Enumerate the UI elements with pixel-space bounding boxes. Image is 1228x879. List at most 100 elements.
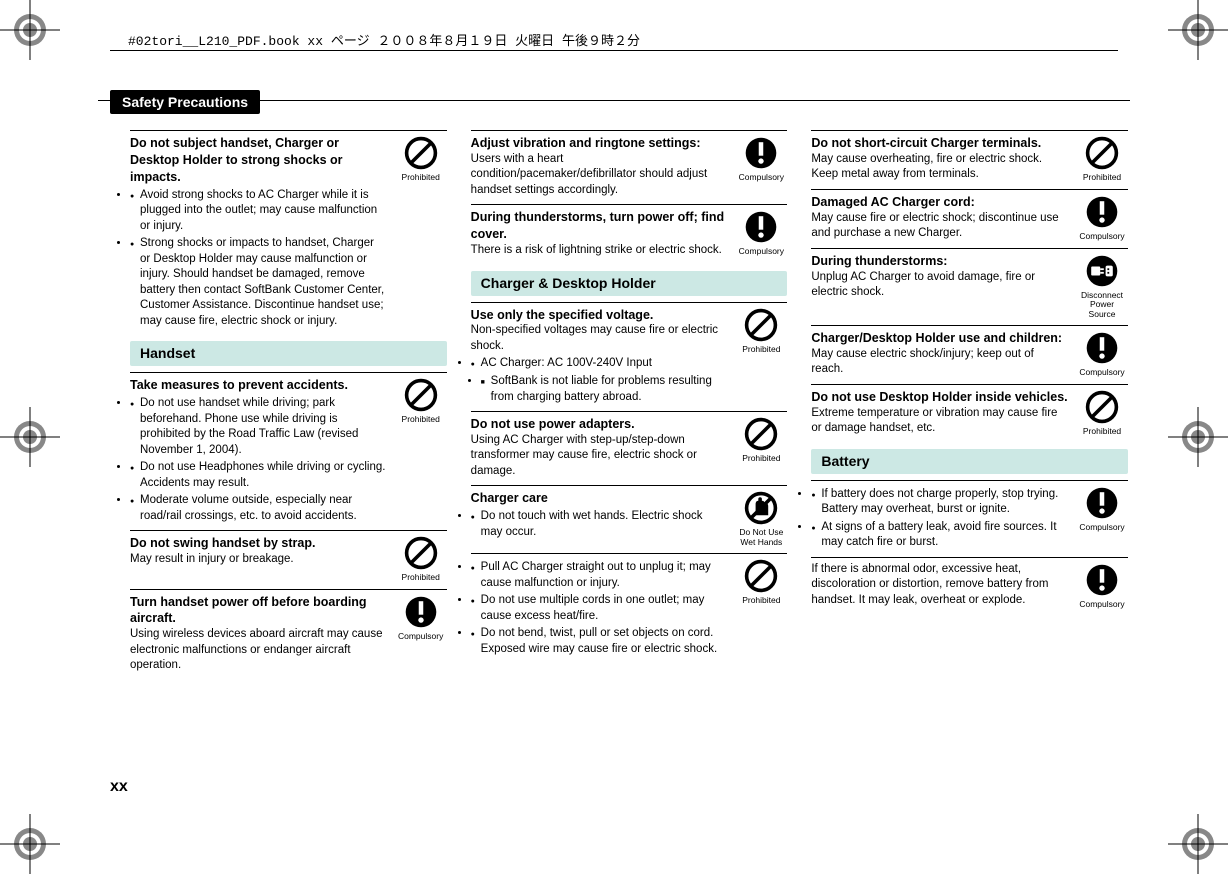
compulsory-icon: Compulsory [1076,194,1128,242]
precaution-item: Take measures to prevent accidents. Do no… [130,372,447,528]
bullet: Do not bend, twist, pull or set objects … [471,626,728,657]
column: Do not subject handset, Charger or Deskt… [130,130,447,774]
precaution-item: Pull AC Charger straight out to unplug i… [471,553,788,661]
prohibited-icon: Prohibited [395,535,447,582]
precaution-item: Damaged AC Charger cord:May cause fire o… [811,189,1128,246]
precaution-item: Charger care Do not touch with wet hands.… [471,485,788,551]
crop-mark-icon [1168,0,1228,60]
item-text: Using wireless devices aboard aircraft m… [130,627,387,674]
compulsory-icon: Compulsory [735,209,787,258]
item-bullets: Avoid strong shocks to AC Charger while … [130,188,387,330]
item-title: Adjust vibration and ringtone settings: [471,135,728,152]
item-title: Do not swing handset by strap. [130,535,387,552]
bullet: Pull AC Charger straight out to unplug i… [471,560,728,591]
precaution-item: Charger/Desktop Holder use and children:… [811,325,1128,382]
compulsory-icon: Compulsory [395,594,447,674]
item-text: May cause fire or electric shock; discon… [811,211,1068,242]
icon-label: Prohibited [1076,427,1128,436]
icon-label: Do Not Use Wet Hands [735,528,787,547]
item-title: During thunderstorms, turn power off; fi… [471,209,728,243]
header-divider [110,50,1118,51]
precaution-item: Use only the specified voltage.Non-speci… [471,302,788,409]
icon-label: Prohibited [395,573,447,582]
bullet: Do not use Headphones while driving or c… [130,460,387,491]
item-bullets: Pull AC Charger straight out to unplug i… [471,560,728,657]
crop-mark-icon [0,814,60,874]
precaution-item: During thunderstorms, turn power off; fi… [471,204,788,262]
item-text: There is a risk of lightning strike or e… [471,243,728,259]
item-title: Take measures to prevent accidents. [130,377,387,394]
section-heading: Charger & Desktop Holder [471,271,788,296]
section-heading: Handset [130,341,447,366]
icon-label: Prohibited [395,415,447,424]
bullet: Do not use multiple cords in one outlet;… [471,593,728,624]
item-title: Do not use power adapters. [471,416,728,433]
compulsory-icon: Compulsory [735,135,787,198]
bullet: Avoid strong shocks to AC Charger while … [130,188,387,235]
item-title: Charger/Desktop Holder use and children: [811,330,1068,347]
column: Do not short-circuit Charger terminals. M… [811,130,1128,774]
item-text: If there is abnormal odor, excessive hea… [811,562,1068,609]
icon-label: Compulsory [735,173,787,182]
crop-mark-icon [0,0,60,60]
item-title: Damaged AC Charger cord: [811,194,1068,211]
page-title: Safety Precautions [110,90,260,114]
prohibited-icon: Prohibited [395,135,447,329]
precaution-item: If there is abnormal odor, excessive hea… [811,557,1128,613]
noWet-icon: Do Not Use Wet Hands [735,490,787,547]
item-title: During thunderstorms: [811,253,1068,270]
prohibited-icon: Prohibited [735,558,787,657]
prohibited-icon: Prohibited [735,307,787,405]
header-note: #02tori__L210_PDF.book xx ページ ２００８年８月１９日… [128,30,640,49]
icon-label: Compulsory [735,247,787,256]
item-title: Use only the specified voltage. [471,307,728,324]
item-text: Non-specified voltages may cause fire or… [471,323,728,354]
prohibited-icon: Prohibited [735,416,787,479]
item-title: Do not short-circuit Charger terminals. [811,135,1068,152]
bullet: If battery does not charge properly, sto… [811,487,1068,518]
precaution-item: Do not swing handset by strap.May result… [130,530,447,586]
bullet: Do not touch with wet hands. Electric sh… [471,509,728,540]
prohibited-icon: Prohibited [395,377,447,524]
disconnect-icon: Disconnect Power Source [1076,253,1128,319]
icon-label: Prohibited [395,173,447,182]
column: Adjust vibration and ringtone settings: U… [471,130,788,774]
icon-label: Prohibited [735,596,787,605]
item-bullets: Do not touch with wet hands. Electric sh… [471,509,728,540]
precaution-item: Adjust vibration and ringtone settings:U… [471,130,788,202]
item-bullets: If battery does not charge properly, sto… [811,487,1068,551]
item-title: Turn handset power off before boarding a… [130,594,387,628]
item-title: Charger care [471,490,728,507]
icon-label: Compulsory [1076,232,1128,241]
item-text: Using AC Charger with step-up/step-down … [471,433,728,480]
page-number: xx [110,778,128,796]
item-text: May cause electric shock/injury; keep ou… [811,347,1068,378]
compulsory-icon: Compulsory [1076,330,1128,378]
item-text: Unplug AC Charger to avoid damage, fire … [811,270,1068,301]
item-bullets: AC Charger: AC 100V-240V InputSoftBank i… [471,356,728,405]
icon-label: Compulsory [1076,600,1128,609]
crop-mark-icon [0,407,60,467]
bullet: Do not use handset while driving; park b… [130,396,387,458]
bullet: AC Charger: AC 100V-240V Input [471,356,728,372]
precaution-item: Do not subject handset, Charger or Deskt… [130,130,447,333]
precaution-item: Turn handset power off before boarding a… [130,589,447,678]
item-title: Do not subject handset, Charger or Deskt… [130,135,387,186]
icon-label: Disconnect Power Source [1076,291,1128,319]
icon-label: Compulsory [1076,368,1128,377]
section-heading: Battery [811,449,1128,474]
icon-label: Prohibited [1076,173,1128,182]
compulsory-icon: Compulsory [1076,485,1128,551]
icon-label: Prohibited [735,345,787,354]
bullet: Strong shocks or impacts to handset, Cha… [130,236,387,329]
prohibited-icon: Prohibited [1076,135,1128,183]
bullet: Moderate volume outside, especially near… [130,493,387,524]
crop-mark-icon [1168,814,1228,874]
item-bullets: Do not use handset while driving; park b… [130,396,387,524]
bullet: At signs of a battery leak, avoid fire s… [811,520,1068,551]
icon-label: Prohibited [735,454,787,463]
item-title: Do not use Desktop Holder inside vehicle… [811,389,1068,406]
precaution-item: During thunderstorms:Unplug AC Charger t… [811,248,1128,323]
precaution-item: Do not use power adapters.Using AC Charg… [471,411,788,483]
icon-label: Compulsory [395,632,447,641]
